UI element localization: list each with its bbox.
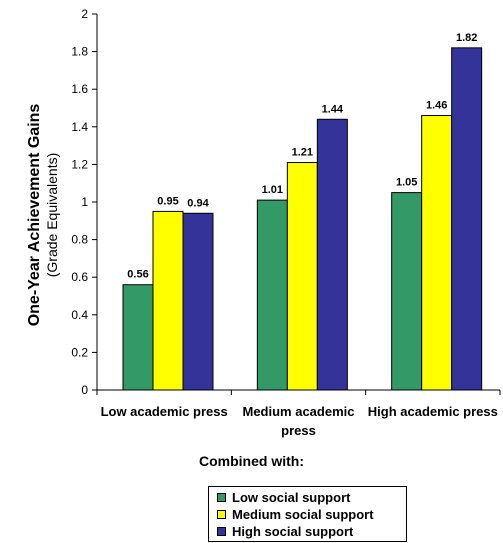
legend-swatch <box>217 527 226 536</box>
legend-label: High social support <box>232 524 354 539</box>
x-tick-label: Medium academic press <box>242 404 355 438</box>
legend-label: Medium social support <box>232 507 374 522</box>
bar-1-2 <box>152 210 184 391</box>
legend-swatch <box>217 510 226 519</box>
bar-3-1 <box>391 192 423 391</box>
bar-2-1 <box>256 199 288 391</box>
legend-item: High social support <box>217 523 406 540</box>
y-tick-label: 0.4 <box>71 308 88 322</box>
bar-1-3 <box>182 212 214 391</box>
y-axis-title: One-Year Achievement Gains <box>26 104 43 327</box>
y-tick-label: 0.8 <box>71 233 88 247</box>
x-tick-label: High academic press <box>367 404 498 419</box>
y-tick-label: 2 <box>81 7 88 21</box>
y-tick-label: 0.6 <box>71 270 88 284</box>
legend-item: Low social support <box>217 489 406 506</box>
data-label: 1.01 <box>262 184 283 196</box>
y-tick-label: 1.2 <box>71 157 88 171</box>
bar-3-3 <box>451 47 483 391</box>
data-label: 1.21 <box>292 147 313 159</box>
y-axis-subtitle: (Grade Equivalents) <box>44 153 60 278</box>
data-label: 0.95 <box>157 195 178 207</box>
legend: Low social support Medium social support H… <box>208 486 407 542</box>
bar-2-3 <box>316 118 348 391</box>
data-label: 0.94 <box>187 197 209 209</box>
y-tick-label: 1.6 <box>71 82 88 96</box>
data-label: 1.46 <box>426 100 447 112</box>
bars-layer <box>122 47 483 391</box>
bar-1-1 <box>122 284 154 391</box>
y-tick-label: 1.8 <box>71 45 88 59</box>
data-label: 1.44 <box>322 103 344 115</box>
bar-2-2 <box>286 162 318 391</box>
data-labels-layer: 0.56 0.95 0.94 1.01 1.21 1.44 1.05 1.46 1.82 <box>127 32 477 281</box>
legend-swatch <box>217 493 226 502</box>
bar-3-2 <box>421 115 453 391</box>
y-tick-label: 1.4 <box>71 120 88 134</box>
data-label: 0.56 <box>127 269 148 281</box>
y-tick-label: 1 <box>81 195 88 209</box>
legend-label: Low social support <box>232 490 351 505</box>
y-tick-label: 0.2 <box>71 345 88 359</box>
y-ticks-layer: 0 0.2 0.4 0.6 0.8 1 1.2 1.4 1.6 1.8 2 <box>71 7 97 397</box>
y-tick-label: 0 <box>81 383 88 397</box>
x-axis-title: Combined with: <box>199 453 304 469</box>
x-tick-label: Low academic press <box>100 404 228 419</box>
legend-item: Medium social support <box>217 506 406 523</box>
data-label: 1.82 <box>456 32 477 44</box>
data-label: 1.05 <box>396 177 417 189</box>
